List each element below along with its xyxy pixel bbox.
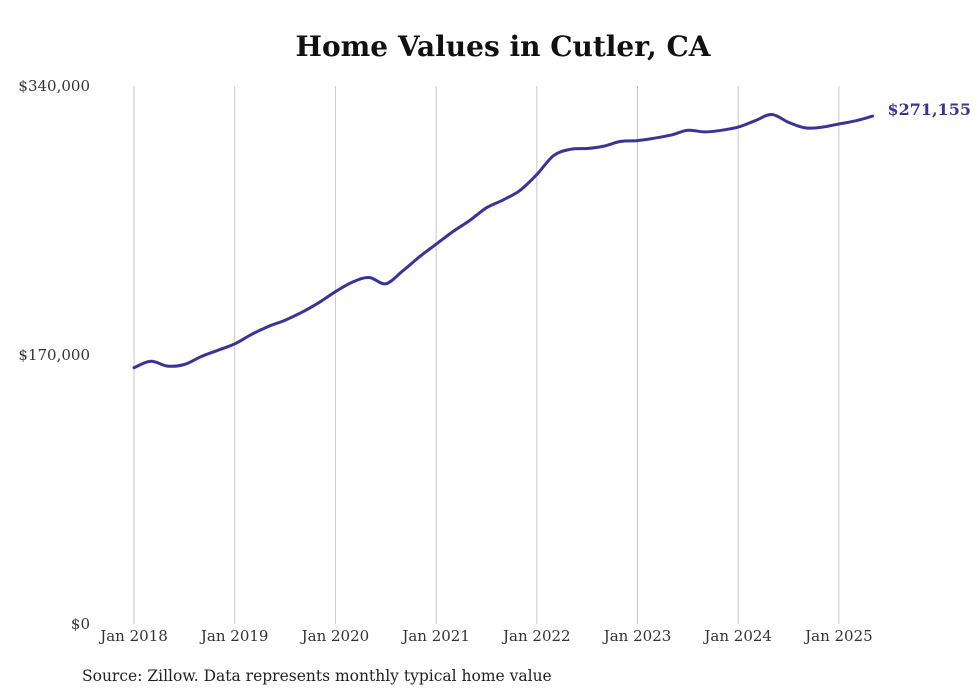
home-value-line — [132, 113, 874, 370]
x-tick-label: Jan 2025 — [803, 627, 873, 645]
gridlines — [133, 86, 840, 624]
x-tick-label: Jan 2023 — [602, 627, 672, 645]
y-axis-ticks: $0 $170,000 $340,000 — [18, 77, 90, 633]
end-label-group: $271,155 — [887, 100, 971, 119]
x-tick-label: Jan 2024 — [702, 627, 772, 645]
series — [132, 113, 874, 370]
x-tick-label: Jan 2022 — [501, 627, 571, 645]
x-tick-label: Jan 2018 — [98, 627, 168, 645]
y-tick-label: $340,000 — [18, 77, 90, 95]
x-axis-ticks: Jan 2018 Jan 2019 Jan 2020 Jan 2021 Jan 2022… — [98, 627, 872, 645]
chart-title: Home Values in Cutler, CA — [295, 30, 711, 63]
x-tick-label: Jan 2019 — [199, 627, 269, 645]
x-tick-label: Jan 2020 — [300, 627, 370, 645]
x-tick-label: Jan 2021 — [400, 627, 470, 645]
chart-source: Source: Zillow. Data represents monthly … — [82, 667, 552, 685]
end-value-label: $271,155 — [887, 100, 971, 119]
y-tick-label: $0 — [71, 615, 90, 633]
y-tick-label: $170,000 — [18, 346, 90, 364]
